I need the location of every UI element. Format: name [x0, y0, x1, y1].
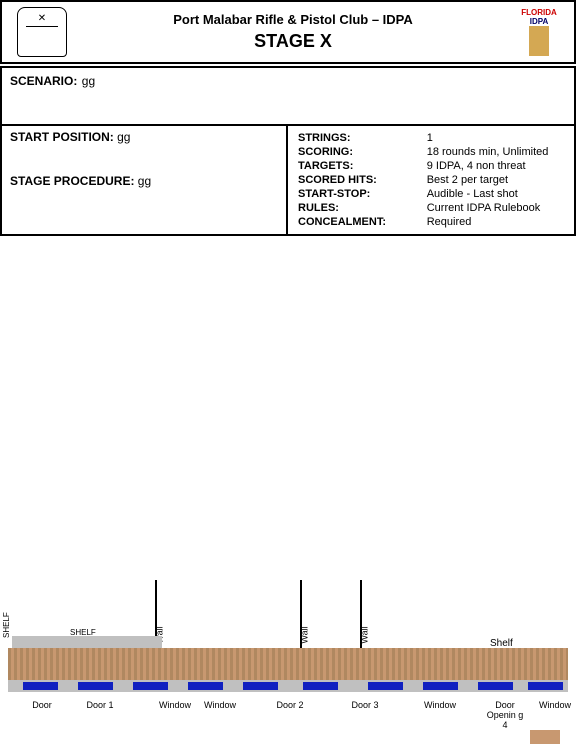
- header: Port Malabar Rifle & Pistol Club – IDPA …: [0, 0, 576, 64]
- stage-procedure: STAGE PROCEDURE: gg: [10, 174, 278, 188]
- blue-segment: [303, 682, 338, 690]
- scenario-value: gg: [82, 74, 95, 88]
- detail-row: SCORED HITS:Best 2 per target: [298, 174, 564, 186]
- detail-value: Required: [427, 216, 564, 228]
- blue-segment: [423, 682, 458, 690]
- stage-name: STAGE X: [90, 31, 496, 52]
- left-column: START POSITION: gg STAGE PROCEDURE: gg: [2, 126, 288, 234]
- shelf-right-label: Shelf: [490, 638, 513, 649]
- idpa-label: IDPA: [530, 17, 549, 26]
- detail-row: RULES:Current IDPA Rulebook: [298, 202, 564, 214]
- detail-value: Audible - Last shot: [427, 188, 564, 200]
- detail-key: SCORED HITS:: [298, 174, 425, 186]
- detail-value: 9 IDPA, 4 non threat: [427, 160, 564, 172]
- floor-label: Door: [22, 700, 62, 710]
- wall-label: Wall: [300, 626, 310, 643]
- blue-segment: [368, 682, 403, 690]
- blue-segment: [528, 682, 563, 690]
- club-name: Port Malabar Rifle & Pistol Club – IDPA: [90, 12, 496, 27]
- blue-segment: [478, 682, 513, 690]
- floor-label: Door 2: [270, 700, 310, 710]
- florida-label: FLORIDA: [521, 8, 557, 17]
- right-column: STRINGS:1SCORING:18 rounds min, Unlimite…: [288, 126, 574, 234]
- detail-key: RULES:: [298, 202, 425, 214]
- club-badge: [2, 2, 82, 62]
- blue-segment: [243, 682, 278, 690]
- floor-label: Window: [535, 700, 575, 710]
- floor-label: Door Openin g 4: [485, 700, 525, 730]
- floor-label: Window: [155, 700, 195, 710]
- detail-row: START-STOP:Audible - Last shot: [298, 188, 564, 200]
- shelf-label-vertical: SHELF: [2, 612, 11, 638]
- detail-row: STRINGS:1: [298, 132, 564, 144]
- detail-key: SCORING:: [298, 146, 425, 158]
- info-row: START POSITION: gg STAGE PROCEDURE: gg S…: [0, 126, 576, 236]
- blue-segment: [188, 682, 223, 690]
- blue-segment: [133, 682, 168, 690]
- scenario-box: SCENARIO: gg: [0, 66, 576, 126]
- detail-key: CONCEALMENT:: [298, 216, 425, 228]
- floor-label: Window: [420, 700, 460, 710]
- detail-value: 1: [427, 132, 564, 144]
- header-title-block: Port Malabar Rifle & Pistol Club – IDPA …: [82, 4, 504, 60]
- floor-label: Door 3: [345, 700, 385, 710]
- blue-strip: [8, 680, 568, 692]
- wood-block: [530, 730, 560, 744]
- badge-icon: [17, 7, 67, 57]
- detail-value: Best 2 per target: [427, 174, 564, 186]
- detail-key: STRINGS:: [298, 132, 425, 144]
- wall-label: Wall: [360, 626, 370, 643]
- stage-diagram: WallWallWall SHELF SHELF Shelf DoorDoor …: [0, 580, 576, 750]
- detail-key: START-STOP:: [298, 188, 425, 200]
- detail-value: 18 rounds min, Unlimited: [427, 146, 564, 158]
- florida-idpa-logo: FLORIDA IDPA: [504, 2, 574, 62]
- details-table: STRINGS:1SCORING:18 rounds min, Unlimite…: [296, 130, 566, 230]
- blue-segment: [23, 682, 58, 690]
- start-position: START POSITION: gg: [10, 130, 278, 144]
- wood-bar: [8, 648, 568, 680]
- scenario-label: SCENARIO:: [10, 74, 77, 88]
- detail-value: Current IDPA Rulebook: [427, 202, 564, 214]
- detail-key: TARGETS:: [298, 160, 425, 172]
- florida-icon: [529, 26, 549, 56]
- detail-row: CONCEALMENT:Required: [298, 216, 564, 228]
- detail-row: TARGETS:9 IDPA, 4 non threat: [298, 160, 564, 172]
- blue-segment: [78, 682, 113, 690]
- detail-row: SCORING:18 rounds min, Unlimited: [298, 146, 564, 158]
- floor-label: Door 1: [80, 700, 120, 710]
- floor-label: Window: [200, 700, 240, 710]
